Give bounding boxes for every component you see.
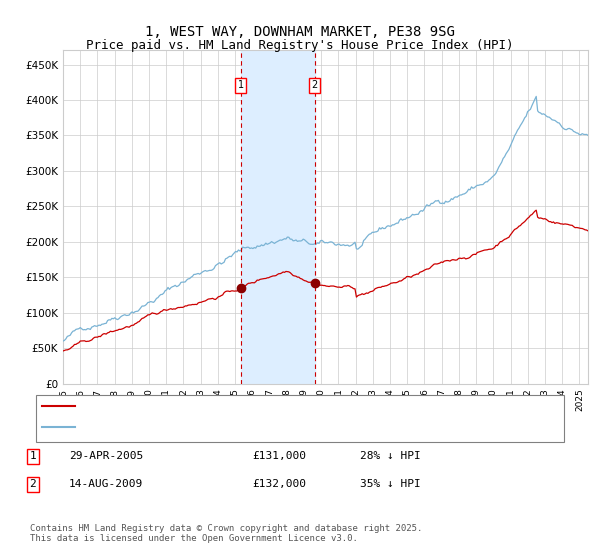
Text: 1, WEST WAY, DOWNHAM MARKET, PE38 9SG: 1, WEST WAY, DOWNHAM MARKET, PE38 9SG [145, 25, 455, 39]
Text: 1, WEST WAY, DOWNHAM MARKET, PE38 9SG (detached house): 1, WEST WAY, DOWNHAM MARKET, PE38 9SG (d… [81, 401, 419, 411]
Text: 2: 2 [311, 81, 318, 90]
Text: 29-APR-2005: 29-APR-2005 [69, 451, 143, 461]
Text: 1: 1 [238, 81, 244, 90]
Text: £131,000: £131,000 [252, 451, 306, 461]
Text: 1: 1 [29, 451, 37, 461]
Text: HPI: Average price, detached house, King's Lynn and West Norfolk: HPI: Average price, detached house, King… [81, 422, 481, 432]
Text: 28% ↓ HPI: 28% ↓ HPI [360, 451, 421, 461]
Text: 14-AUG-2009: 14-AUG-2009 [69, 479, 143, 489]
Bar [241, 50, 314, 384]
Text: Contains HM Land Registry data © Crown copyright and database right 2025.
This d: Contains HM Land Registry data © Crown c… [30, 524, 422, 543]
Text: Price paid vs. HM Land Registry's House Price Index (HPI): Price paid vs. HM Land Registry's House … [86, 39, 514, 52]
Text: 35% ↓ HPI: 35% ↓ HPI [360, 479, 421, 489]
Text: 2: 2 [29, 479, 37, 489]
Text: £132,000: £132,000 [252, 479, 306, 489]
